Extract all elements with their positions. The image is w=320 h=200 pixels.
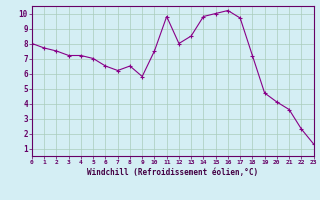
X-axis label: Windchill (Refroidissement éolien,°C): Windchill (Refroidissement éolien,°C) — [87, 168, 258, 177]
